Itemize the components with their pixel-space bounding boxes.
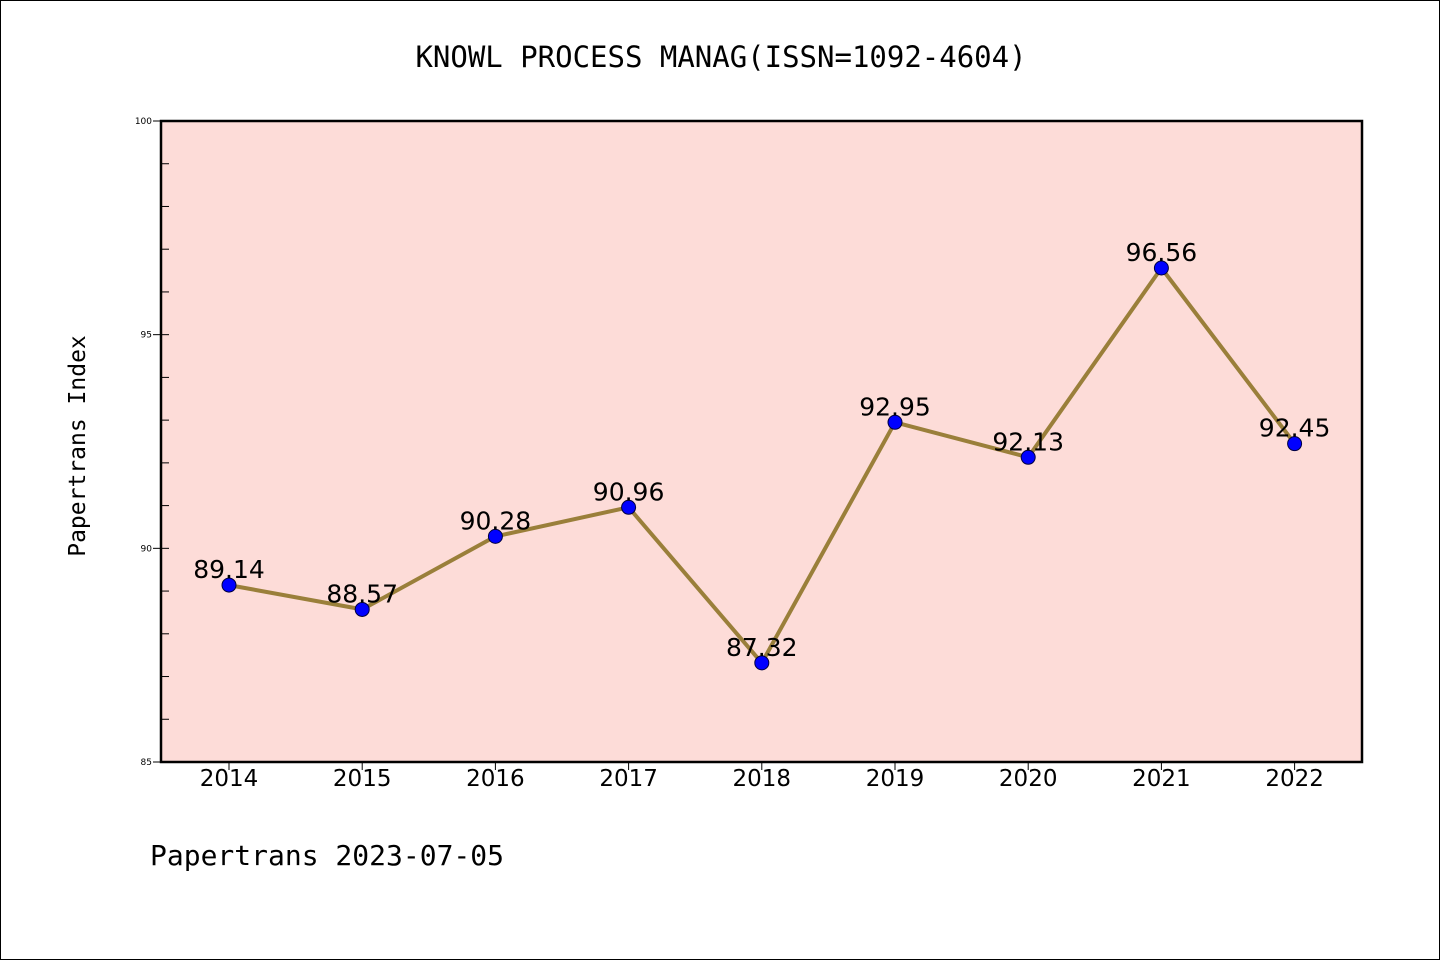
data-label: 92.13 — [992, 427, 1064, 456]
x-tick-label: 2015 — [333, 766, 392, 792]
data-point — [754, 655, 770, 671]
data-label: 87.32 — [726, 633, 798, 662]
x-tick-label: 2021 — [1132, 766, 1191, 792]
y-tick-label: 85 — [141, 758, 152, 768]
footer-date: Papertrans 2023-07-05 — [150, 839, 504, 872]
x-tick-label: 2014 — [200, 766, 259, 792]
x-tick-label: 2022 — [1265, 766, 1324, 792]
x-tick-label: 2016 — [466, 766, 525, 792]
y-tick-label: 95 — [141, 331, 152, 341]
data-label: 90.28 — [460, 506, 532, 535]
data-point — [621, 499, 637, 515]
x-axis-ticks: 2014 2015 2016 2017 2018 2019 2020 2021 2022 — [200, 762, 1324, 792]
data-label: 92.45 — [1259, 414, 1331, 443]
data-label: 92.95 — [859, 392, 931, 421]
series-markers — [221, 260, 1303, 671]
x-tick-label: 2020 — [999, 766, 1058, 792]
data-point — [221, 577, 237, 593]
x-tick-label: 2017 — [599, 766, 658, 792]
data-label: 90.96 — [593, 477, 665, 506]
data-point — [1153, 260, 1169, 276]
data-point — [1287, 436, 1303, 452]
data-labels: 89.14 88.57 90.28 90.96 87.32 92.95 92.13 96.56… — [193, 238, 1330, 662]
x-tick-label: 2018 — [733, 766, 792, 792]
y-axis-label: Papertrans Index — [65, 335, 91, 557]
data-label: 89.14 — [193, 555, 265, 584]
data-label: 96.56 — [1126, 238, 1198, 267]
data-label: 88.57 — [326, 579, 398, 608]
data-point — [487, 528, 503, 544]
x-tick-label: 2019 — [866, 766, 925, 792]
y-tick-label: 100 — [135, 117, 152, 127]
plot-border — [159, 119, 1364, 764]
data-point — [354, 601, 370, 617]
chart-title: KNOWL PROCESS MANAG(ISSN=1092-4604) — [415, 40, 1026, 74]
plot-area — [161, 121, 1362, 762]
data-point — [887, 414, 903, 430]
data-point — [1020, 449, 1036, 465]
y-tick-label: 90 — [141, 544, 153, 554]
